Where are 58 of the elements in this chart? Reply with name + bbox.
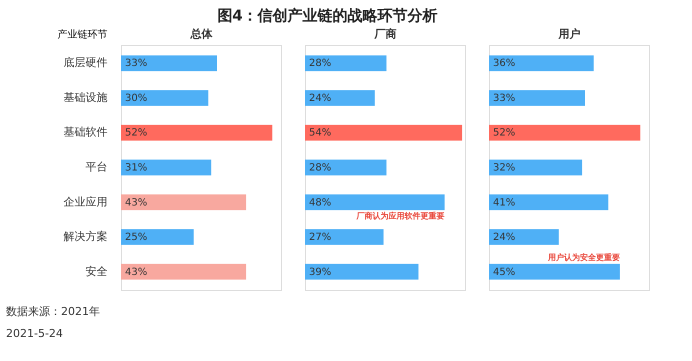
x-axis-title: 总体 <box>190 28 214 40</box>
data-label: 31% <box>125 162 148 174</box>
x-axis-title: 用户 <box>558 28 580 40</box>
annotation: 厂商认为应用软件更重要 <box>356 210 445 220</box>
data-label: 39% <box>309 266 332 278</box>
y-tick-label: 基础软件 <box>64 126 108 139</box>
text: 2021-5-24 <box>6 327 63 340</box>
data-label: 24% <box>493 232 516 244</box>
bar <box>305 55 386 72</box>
data-label: 54% <box>309 128 332 139</box>
data-label: 52% <box>125 128 148 139</box>
bar <box>489 55 594 72</box>
bar <box>305 229 384 245</box>
data-label: 30% <box>125 92 148 104</box>
bar <box>489 124 640 141</box>
bar <box>305 194 445 210</box>
bar <box>489 229 559 245</box>
bar <box>121 194 246 210</box>
x-axis-title: 厂商 <box>374 28 396 40</box>
data-label: 43% <box>125 266 148 278</box>
y-axis-title: 产业链环节 <box>58 28 108 40</box>
bar <box>121 264 246 280</box>
data-label: 43% <box>125 197 148 208</box>
bar <box>121 229 194 245</box>
data-label: 25% <box>125 232 148 244</box>
y-tick-label: 基础设施 <box>64 90 108 104</box>
bar <box>121 90 208 106</box>
y-tick-label: 平台 <box>86 160 108 174</box>
bar <box>489 160 582 176</box>
annotation: 用户认为安全更重要 <box>546 252 620 262</box>
data-label: 27% <box>309 232 332 244</box>
bar <box>489 264 620 280</box>
y-tick-label: 安全 <box>86 264 108 278</box>
data-label: 33% <box>493 92 516 104</box>
bar <box>305 90 375 106</box>
bar <box>121 55 217 72</box>
bar <box>305 264 418 280</box>
bar <box>305 124 462 141</box>
data-label: 24% <box>309 92 332 104</box>
data-label: 41% <box>493 197 516 208</box>
data-label: 48% <box>309 197 332 208</box>
bar <box>121 124 272 141</box>
data-label: 28% <box>309 58 332 70</box>
bar <box>305 160 386 176</box>
bar <box>489 90 585 106</box>
data-label: 52% <box>493 128 516 139</box>
data-label: 32% <box>493 162 516 174</box>
y-tick-label: 解决方案 <box>64 230 108 244</box>
bar <box>121 160 212 176</box>
data-label: 36% <box>493 58 516 70</box>
source-note: 数据来源：2021年 <box>6 305 100 318</box>
y-tick-label: 企业应用 <box>64 195 108 208</box>
bar <box>489 194 608 210</box>
y-tick-label: 底层硬件 <box>64 56 108 70</box>
data-label: 33% <box>125 58 148 70</box>
text: 图4：信创产业链的战略环节分析 <box>217 6 438 24</box>
data-label: 28% <box>309 162 332 174</box>
data-label: 45% <box>493 266 516 278</box>
